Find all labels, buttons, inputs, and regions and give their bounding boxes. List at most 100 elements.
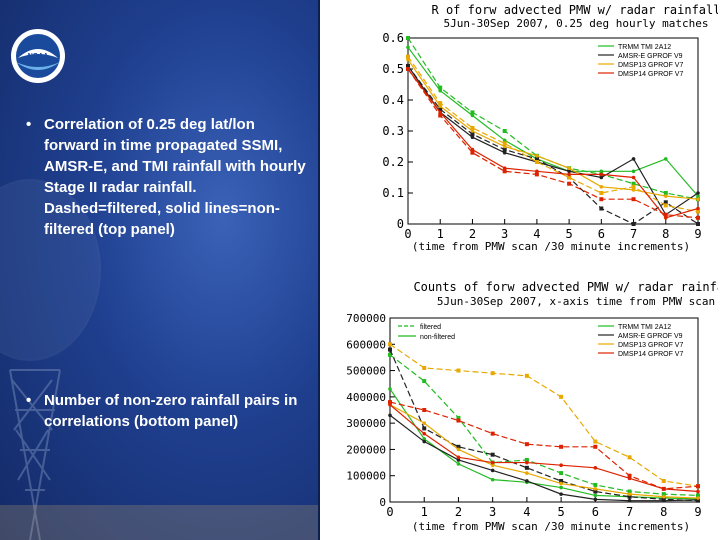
data-point bbox=[593, 482, 598, 487]
data-point bbox=[567, 181, 572, 186]
series-line bbox=[407, 59, 699, 200]
data-point bbox=[438, 107, 443, 112]
data-point bbox=[406, 36, 410, 40]
data-point bbox=[696, 489, 700, 494]
x-tick-label: 4 bbox=[523, 505, 530, 519]
y-tick-label: 100000 bbox=[346, 470, 386, 483]
data-point bbox=[502, 129, 507, 133]
data-point bbox=[525, 471, 529, 475]
data-point bbox=[502, 166, 507, 170]
y-tick-label: 0 bbox=[379, 496, 386, 509]
data-point bbox=[631, 157, 636, 161]
data-point bbox=[559, 478, 564, 483]
data-point bbox=[631, 184, 636, 189]
linestyle-label: non-filtered bbox=[420, 334, 455, 341]
plot-frame bbox=[389, 317, 699, 503]
data-point bbox=[627, 494, 632, 499]
data-point bbox=[599, 206, 604, 211]
data-point bbox=[559, 444, 564, 449]
data-point bbox=[422, 439, 427, 444]
data-point bbox=[696, 191, 700, 195]
x-tick-label: 1 bbox=[437, 227, 444, 241]
data-point bbox=[534, 160, 539, 164]
data-point bbox=[663, 191, 668, 195]
data-point bbox=[422, 379, 427, 384]
data-point bbox=[422, 437, 427, 441]
data-point bbox=[534, 156, 539, 161]
series-line bbox=[389, 414, 699, 502]
data-point bbox=[388, 413, 392, 418]
data-point bbox=[456, 462, 461, 466]
radar-tower-background bbox=[0, 179, 318, 540]
data-point bbox=[627, 455, 632, 460]
legend-label: DMSP13 GPROF V7 bbox=[618, 342, 683, 349]
data-point bbox=[438, 88, 443, 93]
data-point bbox=[599, 172, 604, 177]
legend-label: TRMM TMI 2A12 bbox=[618, 324, 671, 331]
data-point bbox=[663, 157, 668, 161]
y-tick-label: 0.6 bbox=[382, 31, 404, 45]
data-point bbox=[627, 498, 632, 503]
data-point bbox=[535, 169, 539, 174]
data-point bbox=[593, 439, 598, 444]
data-point bbox=[631, 175, 636, 180]
data-point bbox=[599, 197, 604, 202]
data-point bbox=[388, 400, 392, 405]
x-tick-label: 8 bbox=[662, 227, 669, 241]
data-point bbox=[696, 206, 700, 211]
data-point bbox=[663, 216, 668, 220]
series-line bbox=[407, 56, 699, 213]
data-point bbox=[524, 457, 529, 462]
data-point bbox=[456, 415, 461, 420]
data-point bbox=[490, 431, 495, 436]
data-point bbox=[422, 408, 427, 412]
x-tick-label: 9 bbox=[694, 505, 701, 519]
bullet-text: Correlation of 0.25 deg lat/lon forward … bbox=[44, 116, 306, 238]
counts-chart: Counts of forw advected PMW w/ radar rai… bbox=[346, 280, 718, 533]
y-tick-label: 0.3 bbox=[382, 124, 404, 138]
x-tick-label: 3 bbox=[489, 505, 496, 519]
data-point bbox=[438, 85, 443, 90]
data-point bbox=[470, 150, 475, 155]
data-point bbox=[567, 169, 571, 174]
data-point bbox=[631, 197, 636, 202]
data-point bbox=[559, 394, 564, 399]
plot-area: 0 100000 200000 300000 400000 500000 600000 700… bbox=[346, 312, 701, 519]
legend-label: AMSR-E GPROF V9 bbox=[618, 333, 683, 340]
data-point bbox=[559, 485, 563, 490]
data-point bbox=[535, 154, 539, 158]
data-point bbox=[502, 138, 507, 143]
data-point bbox=[559, 471, 564, 476]
x-tick-label: 7 bbox=[626, 505, 633, 519]
data-point bbox=[663, 194, 668, 198]
data-point bbox=[456, 447, 461, 452]
bullet-text: Number of non-zero rainfall pairs in cor… bbox=[44, 392, 298, 430]
y-tick-label: 0.1 bbox=[382, 186, 404, 200]
y-tick-label: 400000 bbox=[346, 391, 386, 404]
series-line bbox=[389, 349, 699, 502]
data-point bbox=[663, 203, 668, 208]
correlation-chart: R of forw advected PMW w/ radar rainfall… bbox=[382, 3, 718, 253]
x-tick-label: 2 bbox=[469, 227, 476, 241]
data-point bbox=[422, 421, 427, 425]
series-line bbox=[389, 343, 699, 487]
data-point bbox=[559, 492, 563, 496]
data-point bbox=[470, 129, 475, 133]
y-tick-label: 0 bbox=[397, 217, 404, 231]
data-point bbox=[661, 478, 666, 483]
x-axis-label: (time from PMW scan /30 minute increment… bbox=[412, 520, 690, 533]
data-point bbox=[661, 492, 666, 497]
x-tick-label: 5 bbox=[557, 505, 564, 519]
series-line bbox=[407, 68, 699, 219]
data-point bbox=[599, 175, 604, 180]
y-tick-label: 700000 bbox=[346, 312, 386, 325]
y-tick-label: 200000 bbox=[346, 443, 386, 456]
data-point bbox=[696, 194, 700, 198]
data-point bbox=[490, 477, 495, 482]
y-tick-label: 500000 bbox=[346, 365, 386, 378]
data-point bbox=[534, 172, 539, 177]
data-point bbox=[627, 492, 632, 496]
series-line bbox=[407, 65, 699, 216]
data-point bbox=[631, 181, 636, 186]
data-point bbox=[593, 489, 598, 494]
